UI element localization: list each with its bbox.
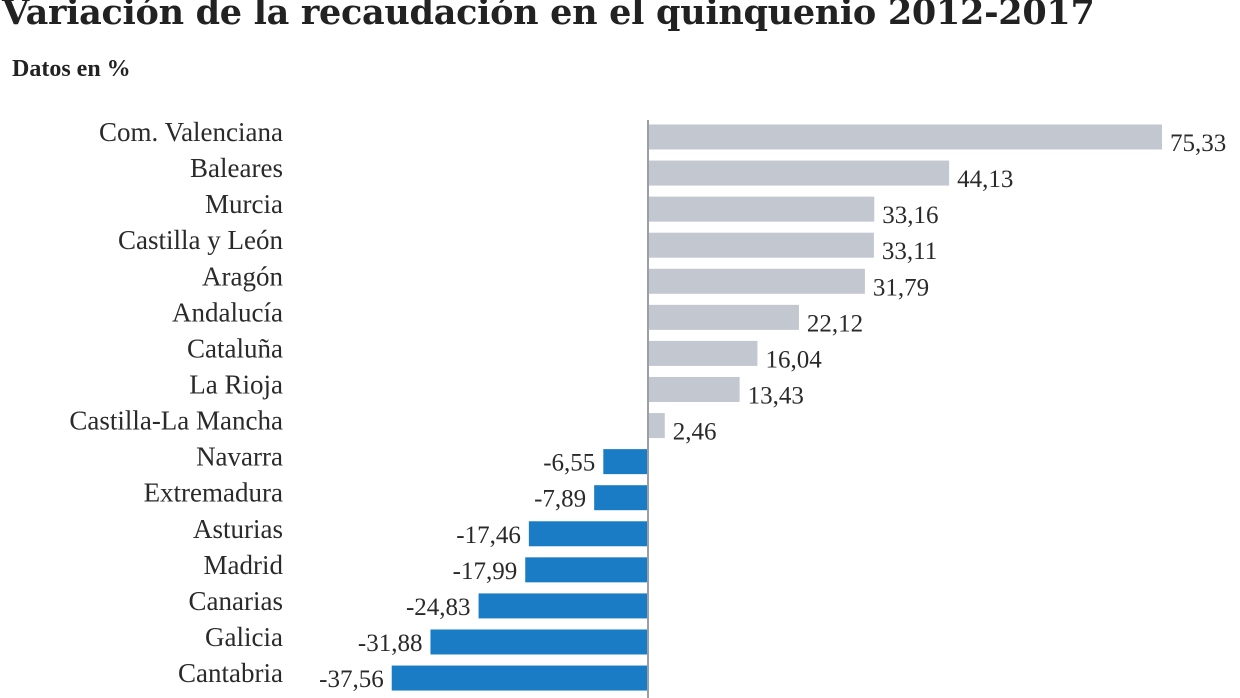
category-label: Cataluña <box>187 333 283 363</box>
data-label: 33,16 <box>882 202 938 229</box>
category-label: Canarias <box>189 586 283 616</box>
chart-title: Variación de la recaudación en el quinqu… <box>2 0 1095 33</box>
bar <box>603 449 648 475</box>
data-label: 2,46 <box>673 419 717 446</box>
data-label: 13,43 <box>748 382 804 409</box>
category-label: La Rioja <box>189 369 283 399</box>
bar <box>594 485 648 511</box>
bar <box>648 124 1162 150</box>
category-label: Castilla y León <box>118 225 283 255</box>
chart-subtitle: Datos en % <box>12 56 131 82</box>
category-label: Navarra <box>196 442 283 472</box>
data-label: 22,12 <box>807 310 863 337</box>
category-label: Murcia <box>205 189 283 219</box>
data-label: -6,55 <box>543 450 595 477</box>
category-label: Andalucía <box>172 297 283 327</box>
category-label: Asturias <box>193 514 283 544</box>
category-label: Com. Valenciana <box>99 117 283 147</box>
data-label: -31,88 <box>358 630 423 657</box>
data-label: -7,89 <box>534 486 586 513</box>
bar <box>525 557 648 583</box>
category-label: Extremadura <box>144 478 283 508</box>
bar <box>648 268 865 294</box>
bar <box>528 521 648 547</box>
category-label: Aragón <box>202 261 283 291</box>
category-label: Galicia <box>205 622 283 652</box>
bar <box>391 665 648 691</box>
data-label: -17,99 <box>453 558 518 585</box>
bar <box>648 304 799 330</box>
data-label: 31,79 <box>873 274 929 301</box>
data-label: 75,33 <box>1170 130 1226 157</box>
category-label: Castilla-La Mancha <box>69 406 283 436</box>
data-label: 33,11 <box>882 238 937 265</box>
bar <box>648 340 758 366</box>
bar <box>648 160 950 186</box>
data-label: -24,83 <box>406 594 471 621</box>
data-label: 16,04 <box>765 346 822 373</box>
bar <box>648 376 740 402</box>
category-label: Baleares <box>190 153 283 183</box>
category-label: Cantabria <box>178 658 283 688</box>
data-label: 44,13 <box>957 166 1013 193</box>
bar <box>430 629 648 655</box>
bar <box>648 196 875 222</box>
category-label: Madrid <box>204 550 284 580</box>
bar <box>648 232 874 258</box>
data-label: -17,46 <box>456 522 521 549</box>
data-label: -37,56 <box>319 666 384 693</box>
bar <box>648 413 665 439</box>
bar <box>478 593 648 619</box>
